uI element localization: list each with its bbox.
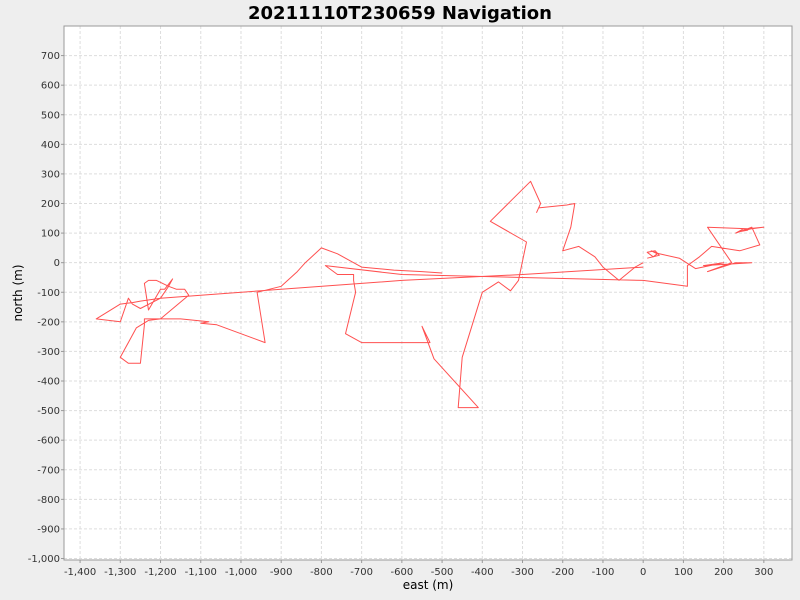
x-tick-label: -1,300: [104, 567, 136, 578]
track-line-1: [324, 180, 765, 409]
x-tick-label: -800: [310, 567, 333, 578]
y-tick-label: 0: [54, 258, 60, 269]
y-tick-label: -800: [37, 495, 60, 506]
y-tick-label: -400: [37, 377, 60, 388]
x-tick-label: 0: [640, 567, 646, 578]
grid-lines: [64, 26, 792, 560]
x-axis-title: east (m): [403, 578, 454, 592]
chart-title: 20211110T230659 Navigation: [248, 3, 552, 24]
x-tick-label: -300: [511, 567, 534, 578]
y-tick-label: -700: [37, 465, 60, 476]
axis-ticks: -1,400 -1,300 -1,200 -1,100 -1,000 -900 -800 -7…: [28, 51, 774, 578]
x-tick-label: -1,200: [144, 567, 176, 578]
x-tick-label: -1,000: [225, 567, 257, 578]
y-tick-label: 400: [41, 140, 60, 151]
y-tick-label: -1,000: [28, 554, 60, 565]
x-tick-label: -200: [551, 567, 574, 578]
plot-area: [64, 26, 792, 560]
x-tick-label: 100: [674, 567, 693, 578]
y-axis-title: north (m): [11, 264, 25, 321]
x-tick-label: -100: [592, 567, 615, 578]
y-tick-label: -100: [37, 288, 60, 299]
y-tick-label: -300: [37, 347, 60, 358]
y-tick-label: 200: [41, 199, 60, 210]
x-tick-label: -1,100: [185, 567, 217, 578]
x-tick-label: -700: [350, 567, 373, 578]
x-tick-label: -900: [270, 567, 293, 578]
y-tick-label: 500: [41, 110, 60, 121]
y-tick-label: 700: [41, 51, 60, 62]
x-tick-label: -600: [391, 567, 414, 578]
y-tick-label: 300: [41, 169, 60, 180]
track-line-2: [95, 247, 644, 364]
x-tick-label: -500: [431, 567, 454, 578]
y-tick-label: -600: [37, 436, 60, 447]
y-tick-label: -200: [37, 317, 60, 328]
x-tick-label: 200: [714, 567, 733, 578]
x-tick-label: 300: [754, 567, 773, 578]
y-tick-label: -900: [37, 524, 60, 535]
x-tick-label: -1,400: [64, 567, 96, 578]
x-tick-label: -400: [471, 567, 494, 578]
plot-border: [63, 25, 793, 561]
y-tick-label: -500: [37, 406, 60, 417]
y-tick-label: 100: [41, 229, 60, 240]
track-series: [95, 180, 765, 409]
y-tick-label: 600: [41, 81, 60, 92]
